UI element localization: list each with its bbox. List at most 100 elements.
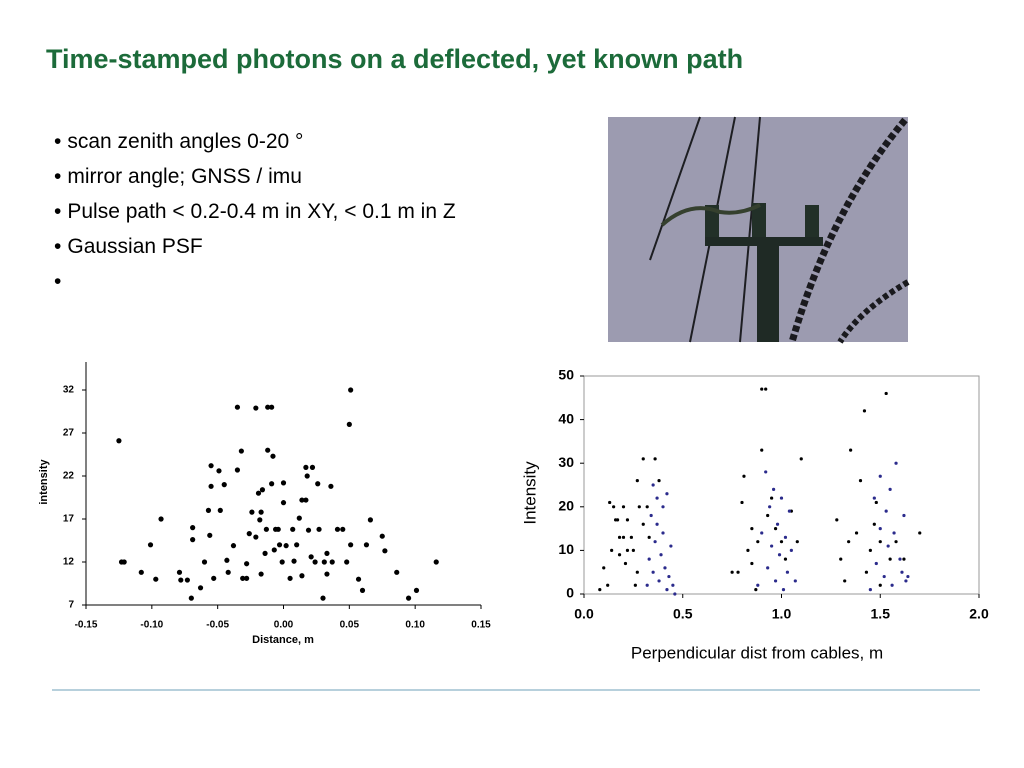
point: [379, 533, 385, 539]
point: [244, 561, 250, 567]
y-tick-label: 50: [558, 367, 574, 383]
point: [265, 404, 271, 410]
point: [329, 559, 335, 565]
point: [617, 553, 622, 557]
x-tick-label: 0.0: [574, 606, 594, 622]
point: [615, 518, 620, 522]
point: [754, 588, 758, 592]
point: [328, 483, 334, 489]
point: [839, 557, 843, 561]
point: [348, 387, 354, 393]
point: [878, 540, 882, 544]
point: [868, 548, 872, 553]
point: [610, 548, 614, 553]
point: [635, 479, 639, 483]
point: [649, 513, 653, 518]
point: [781, 588, 786, 592]
point: [283, 543, 289, 549]
point: [760, 387, 764, 391]
photo: [608, 116, 910, 344]
point: [667, 574, 671, 579]
point: [847, 540, 851, 544]
point: [617, 535, 622, 539]
point: [249, 509, 255, 515]
point: [340, 526, 346, 532]
point: [271, 547, 277, 553]
point: [263, 526, 269, 532]
point: [216, 468, 222, 474]
point: [730, 570, 734, 574]
point: [641, 522, 645, 526]
point: [635, 570, 639, 574]
point: [606, 583, 610, 587]
point: [433, 559, 439, 565]
point: [659, 553, 663, 557]
point: [633, 583, 637, 587]
point: [625, 518, 630, 522]
point: [299, 497, 305, 503]
point: [230, 543, 237, 549]
point: [121, 559, 127, 565]
point: [669, 544, 673, 548]
point: [324, 550, 330, 557]
y-tick-label: 22: [63, 471, 75, 482]
point: [348, 542, 354, 548]
point: [217, 507, 223, 513]
point: [878, 583, 882, 587]
point: [207, 532, 213, 538]
point: [799, 457, 803, 461]
point: [208, 483, 214, 489]
x-tick-label: -0.05: [206, 620, 229, 631]
point: [665, 492, 669, 496]
point: [835, 518, 839, 522]
point: [854, 531, 859, 535]
point: [777, 553, 782, 557]
x-tick-label: 0.15: [471, 620, 491, 631]
point: [843, 579, 847, 583]
point: [878, 527, 882, 531]
point: [147, 542, 154, 548]
point: [886, 544, 890, 548]
point: [785, 570, 790, 574]
point: [647, 535, 651, 539]
x-tick-label: 2.0: [969, 606, 989, 622]
point: [740, 500, 744, 505]
point: [309, 464, 316, 470]
point: [321, 559, 327, 565]
point: [258, 509, 264, 515]
point: [878, 474, 882, 478]
y-tick-label: 0: [566, 585, 574, 601]
point: [750, 561, 754, 566]
point: [872, 522, 876, 526]
point: [874, 500, 878, 505]
point: [661, 505, 665, 509]
point: [764, 387, 768, 391]
point: [201, 559, 208, 565]
point: [190, 525, 196, 531]
point: [657, 479, 661, 483]
point: [653, 457, 657, 461]
bullet: Gaussian PSF: [54, 229, 456, 264]
point: [904, 579, 908, 583]
point: [760, 448, 764, 452]
point: [612, 505, 616, 509]
point: [287, 575, 293, 581]
point: [890, 583, 894, 587]
point: [238, 448, 244, 454]
point: [645, 505, 649, 509]
point: [258, 571, 264, 577]
x-tick-label: 0.00: [274, 620, 294, 631]
point: [280, 480, 287, 486]
point: [405, 595, 412, 601]
point: [772, 487, 776, 491]
point: [363, 542, 370, 548]
point: [783, 535, 788, 539]
point: [760, 531, 764, 535]
point: [413, 587, 420, 593]
point: [197, 585, 204, 591]
point: [291, 558, 297, 564]
x-tick-label: -0.10: [140, 620, 163, 631]
point: [190, 537, 196, 543]
